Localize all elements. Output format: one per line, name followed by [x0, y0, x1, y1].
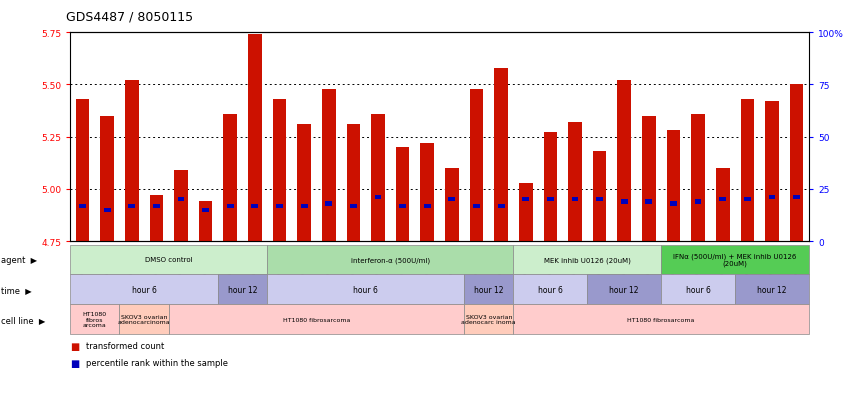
- Bar: [223, 114, 237, 242]
- Bar: [424, 204, 431, 208]
- Text: hour 12: hour 12: [609, 285, 639, 294]
- Bar: [420, 144, 434, 242]
- Bar: [79, 204, 86, 208]
- Bar: [375, 196, 382, 200]
- Text: agent  ▶: agent ▶: [1, 255, 37, 264]
- Text: GDS4487 / 8050115: GDS4487 / 8050115: [66, 10, 193, 23]
- Text: HT1080 fibrosarcoma: HT1080 fibrosarcoma: [627, 317, 695, 322]
- Bar: [765, 102, 779, 242]
- Bar: [519, 183, 532, 242]
- Text: SKOV3 ovarian
adenocarc inoma: SKOV3 ovarian adenocarc inoma: [461, 314, 516, 325]
- Bar: [572, 198, 579, 202]
- Bar: [153, 204, 160, 208]
- Text: ■: ■: [70, 358, 80, 368]
- Bar: [399, 204, 406, 208]
- Bar: [350, 204, 357, 208]
- Text: hour 6: hour 6: [538, 285, 562, 294]
- Text: HT1080 fibrosarcoma: HT1080 fibrosarcoma: [282, 317, 350, 322]
- Bar: [248, 35, 262, 242]
- Bar: [769, 196, 776, 200]
- Bar: [645, 200, 652, 204]
- Bar: [597, 198, 603, 202]
- Bar: [104, 208, 110, 212]
- Text: hour 6: hour 6: [686, 285, 710, 294]
- Bar: [199, 202, 212, 242]
- Bar: [495, 69, 508, 242]
- Text: transformed count: transformed count: [86, 341, 163, 350]
- Bar: [593, 152, 606, 242]
- Bar: [470, 89, 484, 242]
- Text: interferon-α (500U/ml): interferon-α (500U/ml): [351, 256, 430, 263]
- Bar: [744, 198, 751, 202]
- Bar: [227, 204, 234, 208]
- Text: hour 6: hour 6: [354, 285, 378, 294]
- Bar: [544, 133, 557, 242]
- Bar: [497, 204, 504, 208]
- Bar: [445, 169, 459, 242]
- Bar: [695, 200, 702, 204]
- Bar: [617, 81, 631, 242]
- Bar: [128, 204, 135, 208]
- Bar: [473, 204, 480, 208]
- Bar: [395, 148, 409, 242]
- Bar: [547, 198, 554, 202]
- Bar: [716, 169, 729, 242]
- Bar: [719, 198, 726, 202]
- Text: DMSO control: DMSO control: [145, 257, 193, 263]
- Bar: [175, 171, 187, 242]
- Bar: [100, 116, 114, 242]
- Bar: [75, 100, 89, 242]
- Bar: [177, 198, 184, 202]
- Bar: [347, 125, 360, 242]
- Text: hour 12: hour 12: [474, 285, 503, 294]
- Text: SKOV3 ovarian
adenocarcinoma: SKOV3 ovarian adenocarcinoma: [118, 314, 170, 325]
- Bar: [692, 114, 704, 242]
- Bar: [667, 131, 681, 242]
- Text: HT1080
fibros
arcoma: HT1080 fibros arcoma: [83, 311, 107, 327]
- Bar: [522, 198, 529, 202]
- Bar: [670, 202, 677, 206]
- Bar: [325, 202, 332, 206]
- Bar: [621, 200, 627, 204]
- Bar: [297, 125, 311, 242]
- Bar: [252, 204, 259, 208]
- Bar: [322, 89, 336, 242]
- Bar: [642, 116, 656, 242]
- Bar: [276, 204, 282, 208]
- Bar: [568, 123, 582, 242]
- Text: cell line  ▶: cell line ▶: [1, 315, 45, 324]
- Bar: [300, 204, 307, 208]
- Text: time  ▶: time ▶: [1, 285, 32, 294]
- Bar: [202, 208, 209, 212]
- Text: hour 12: hour 12: [758, 285, 787, 294]
- Bar: [449, 198, 455, 202]
- Bar: [790, 85, 804, 242]
- Bar: [372, 114, 384, 242]
- Text: ■: ■: [70, 341, 80, 351]
- Text: hour 6: hour 6: [132, 285, 157, 294]
- Bar: [740, 100, 754, 242]
- Bar: [794, 196, 800, 200]
- Bar: [150, 196, 163, 242]
- Bar: [125, 81, 139, 242]
- Text: IFNα (500U/ml) + MEK inhib U0126
(20uM): IFNα (500U/ml) + MEK inhib U0126 (20uM): [674, 253, 797, 267]
- Text: MEK inhib U0126 (20uM): MEK inhib U0126 (20uM): [544, 256, 631, 263]
- Bar: [273, 100, 286, 242]
- Text: percentile rank within the sample: percentile rank within the sample: [86, 358, 228, 368]
- Text: hour 12: hour 12: [228, 285, 258, 294]
